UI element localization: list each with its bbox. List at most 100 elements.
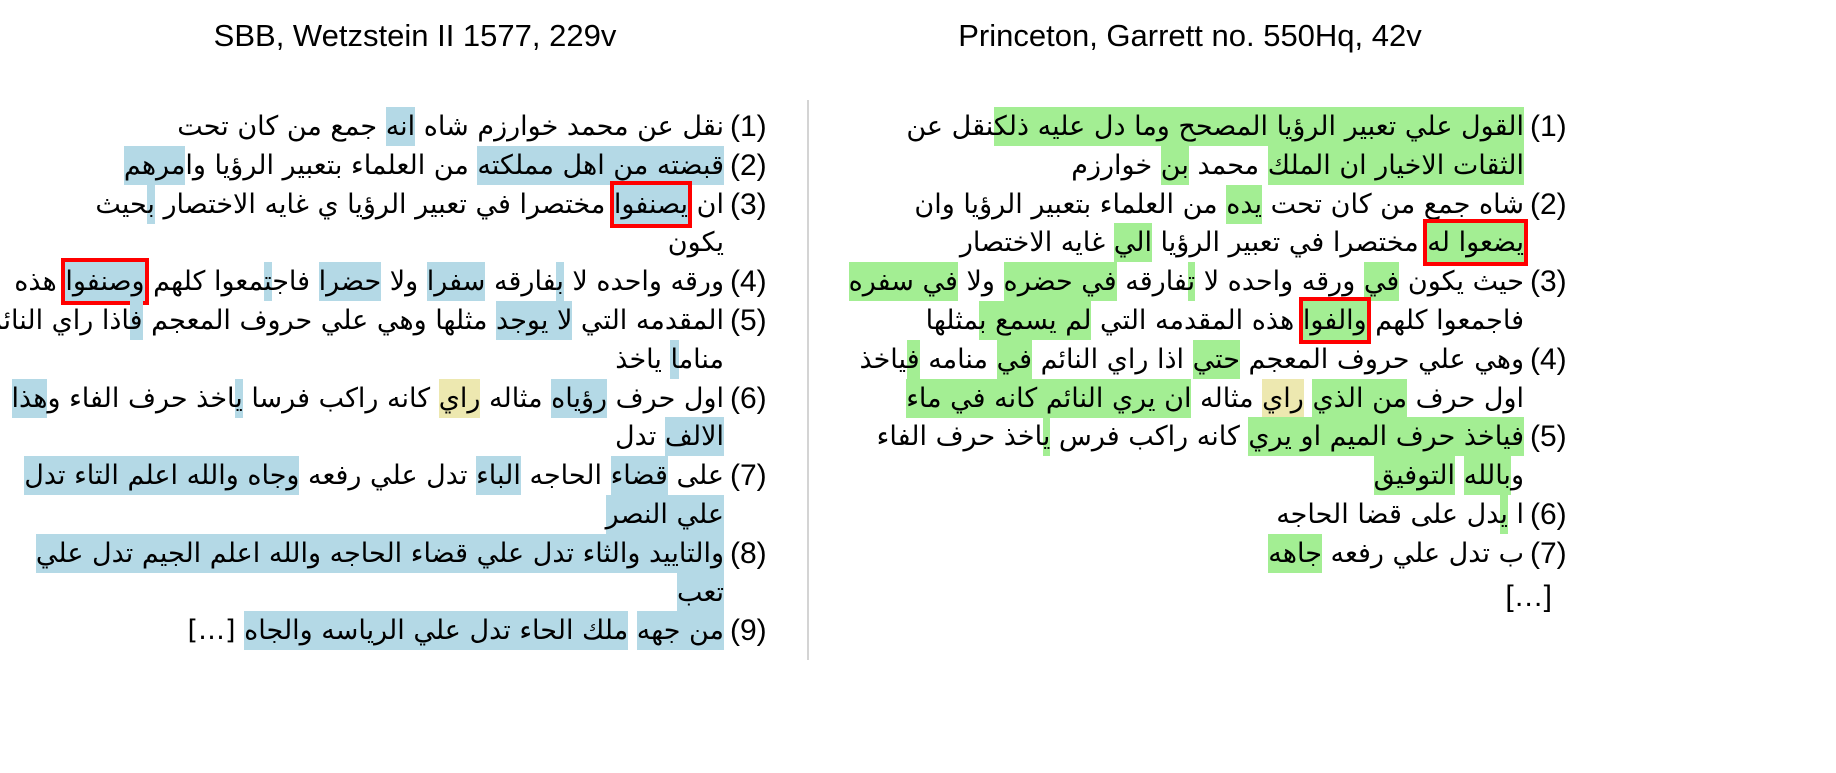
yellow-highlight: راي [1262,378,1304,418]
arabic-text: المقدمه التي لا يوجد مثلها وهي علي حروف … [0,301,724,340]
text-segment: معوا كلهم [144,266,265,298]
arabic-text: ورقه واحده لا بفارقه سفرا ولا حضرا فاجتم… [14,258,724,306]
line-number: (1) [1530,110,1567,143]
blue-highlight: والتاييد والثاء تدل علي قضاء الحاجه والل… [35,533,724,573]
arabic-text: الالف تدل [615,417,724,457]
line-number: (8) [730,536,767,570]
arabic-text: شاه جمع من كان تحت يده من العلماء بتعبير… [914,184,1524,224]
text-segment: اول حرف [607,382,724,414]
transcription-line: (7) على قضاء الحاجه الباء تدل علي رفعه وج… [0,456,1836,496]
text-segment: تدل [615,421,665,453]
arabic-text: اول حرف من الذي راي مثاله ان يري النائم … [906,378,1524,418]
text-segment: المقدمه التي [572,305,724,336]
arabic-text: ان يصنفوا مختصرا في تعبير الرؤيا ي غايه … [95,180,724,228]
arabic-text: حيث يكون في ورقه واحده لا تفارقه في حضره… [848,262,1524,302]
green-highlight: الثقات الاخيار ان الملك [1267,145,1524,185]
line-number: (6) [730,381,767,415]
line-number: (5) [1530,420,1567,454]
transcription-line: (5) المقدمه التي لا يوجد مثلها وهي علي حر… [0,301,1836,340]
arabic-text: فاجمعوا كلهم والفوا هذه المقدمه التي لم … [926,297,1524,344]
blue-highlight: مرهم [123,145,186,185]
green-highlight: في [996,339,1032,379]
text-segment: محمد [1188,149,1268,181]
green-highlight: ي [1042,417,1051,457]
right-ellipsis: […] [1505,580,1552,613]
line-number: (3) [1530,265,1567,299]
text-segment: ورقه واحده لا [1195,266,1364,298]
arabic-text: من جهه ملك الحاء تدل علي الرياسه والجاه … [187,611,724,651]
text-segment: اخذ حرف الفاء و [47,382,236,414]
blue-highlight: ي [235,378,243,418]
text-segment: على [667,460,724,492]
text-segment: جمع من كان تحت [177,111,386,142]
transcription-line: مناما ياخذ [0,339,1836,379]
transcription-line: (2) قبضته من اهل مملكته من العلماء بتعبير… [0,145,1836,185]
arabic-text: ا يدل على قضا الحاجه [1276,495,1524,534]
blue-highlight: الالف [664,417,724,457]
text-segment: ا [1507,499,1524,530]
transcription-line: (4) ورقه واحده لا بفارقه سفرا ولا حضرا فا… [0,258,1836,306]
green-highlight: بن [1160,145,1189,185]
transcription-line: الثقات الاخيار ان الملك محمد بن خوارزم [0,145,1836,185]
text-segment: حيث يكون [1399,266,1524,298]
green-highlight: فياخذ حرف الميم او يري [1248,417,1524,457]
transcription-line: يكون [0,224,1836,262]
green-highlight: لم يسمع ب [979,301,1092,340]
text-segment: مثاله [1191,382,1263,414]
transcription-line: اول حرف من الذي راي مثاله ان يري النائم … [0,378,1836,418]
line-number: (6) [1530,498,1567,531]
green-highlight: ت [1187,262,1196,302]
line-number: (2) [1530,187,1567,221]
transcription-line: تعب [0,572,1836,612]
blue-highlight: لا يوجد [496,301,573,340]
green-highlight: ف [906,339,920,379]
line-number: (7) [1530,536,1567,570]
text-segment: اذا راي النائم [1031,343,1193,375]
right-column-title: Princeton, Garrett no. 550Hq, 42v [958,18,1422,53]
arabic-text: يكون [668,224,724,262]
left-column-title: SBB, Wetzstein II 1577, 229v [213,18,617,53]
blue-highlight: من جهه [636,611,724,651]
arabic-text: على قضاء الحاجه الباء تدل علي رفعه وجاه … [24,456,724,496]
text-segment: اول حرف [1407,382,1524,414]
text-segment: اخذ حرف الفاء [876,421,1043,453]
text-segment: و [1510,460,1524,492]
transcription-line: فاجمعوا كلهم والفوا هذه المقدمه التي لم … [0,297,1836,344]
arabic-text: نقل عن محمد خوارزم شاه انه جمع من كان تح… [177,107,724,146]
arabic-text: الثقات الاخيار ان الملك محمد بن خوارزم [1071,145,1524,185]
text-segment: ب تدل علي رفعه [1321,537,1524,569]
text-segment [1455,456,1464,495]
text-segment: فارقه [485,266,557,298]
line-number: (1) [730,110,767,143]
transcription-line: (5) فياخذ حرف الميم او يري كانه راكب فرس … [0,417,1836,457]
green-highlight: في حضره [1003,262,1117,302]
text-segment: كانه راكب فرسا [242,382,439,414]
blue-highlight: حضرا [318,262,382,302]
boxed-variant-word: وصنفوا [61,258,149,306]
line-number: (4) [1530,342,1567,376]
text-segment: من العلماء بتعبير الرؤيا وا [185,149,478,181]
text-segment: منامه [919,343,997,375]
text-segment: خوارزم [1071,149,1161,181]
text-segment: شاه جمع من كان تحت [1262,188,1524,220]
line-number: (3) [730,187,767,221]
green-highlight: من الذي [1312,378,1408,418]
transcription-line: يضعوا له مختصرا في تعبير الرؤيا الي غايه… [0,219,1836,267]
text-segment [628,611,637,650]
transcription-line: (2) شاه جمع من كان تحت يده من العلماء بتع… [0,184,1836,224]
line-number: (7) [730,459,767,493]
line-number: (2) [730,148,767,182]
text-segment: ياخذ [615,343,671,375]
blue-highlight: انه [385,107,416,146]
text-segment: هذه المقدمه التي [1091,305,1303,336]
text-segment: من العلماء بتعبير الرؤيا وان [914,188,1227,220]
text-segment: يكون [667,227,724,259]
arabic-text: القول علي تعبير الرؤيا المصحح وما دل علي… [906,107,1524,146]
text-segment: نقل عن [906,111,994,142]
text-segment: الحاجه [520,460,611,492]
text-segment: فاج [272,266,319,298]
blue-highlight: ت [264,262,273,302]
blue-highlight: علي النصر [605,495,724,534]
green-highlight: التوفيق [1373,456,1455,496]
blue-highlight: ب [147,184,155,224]
